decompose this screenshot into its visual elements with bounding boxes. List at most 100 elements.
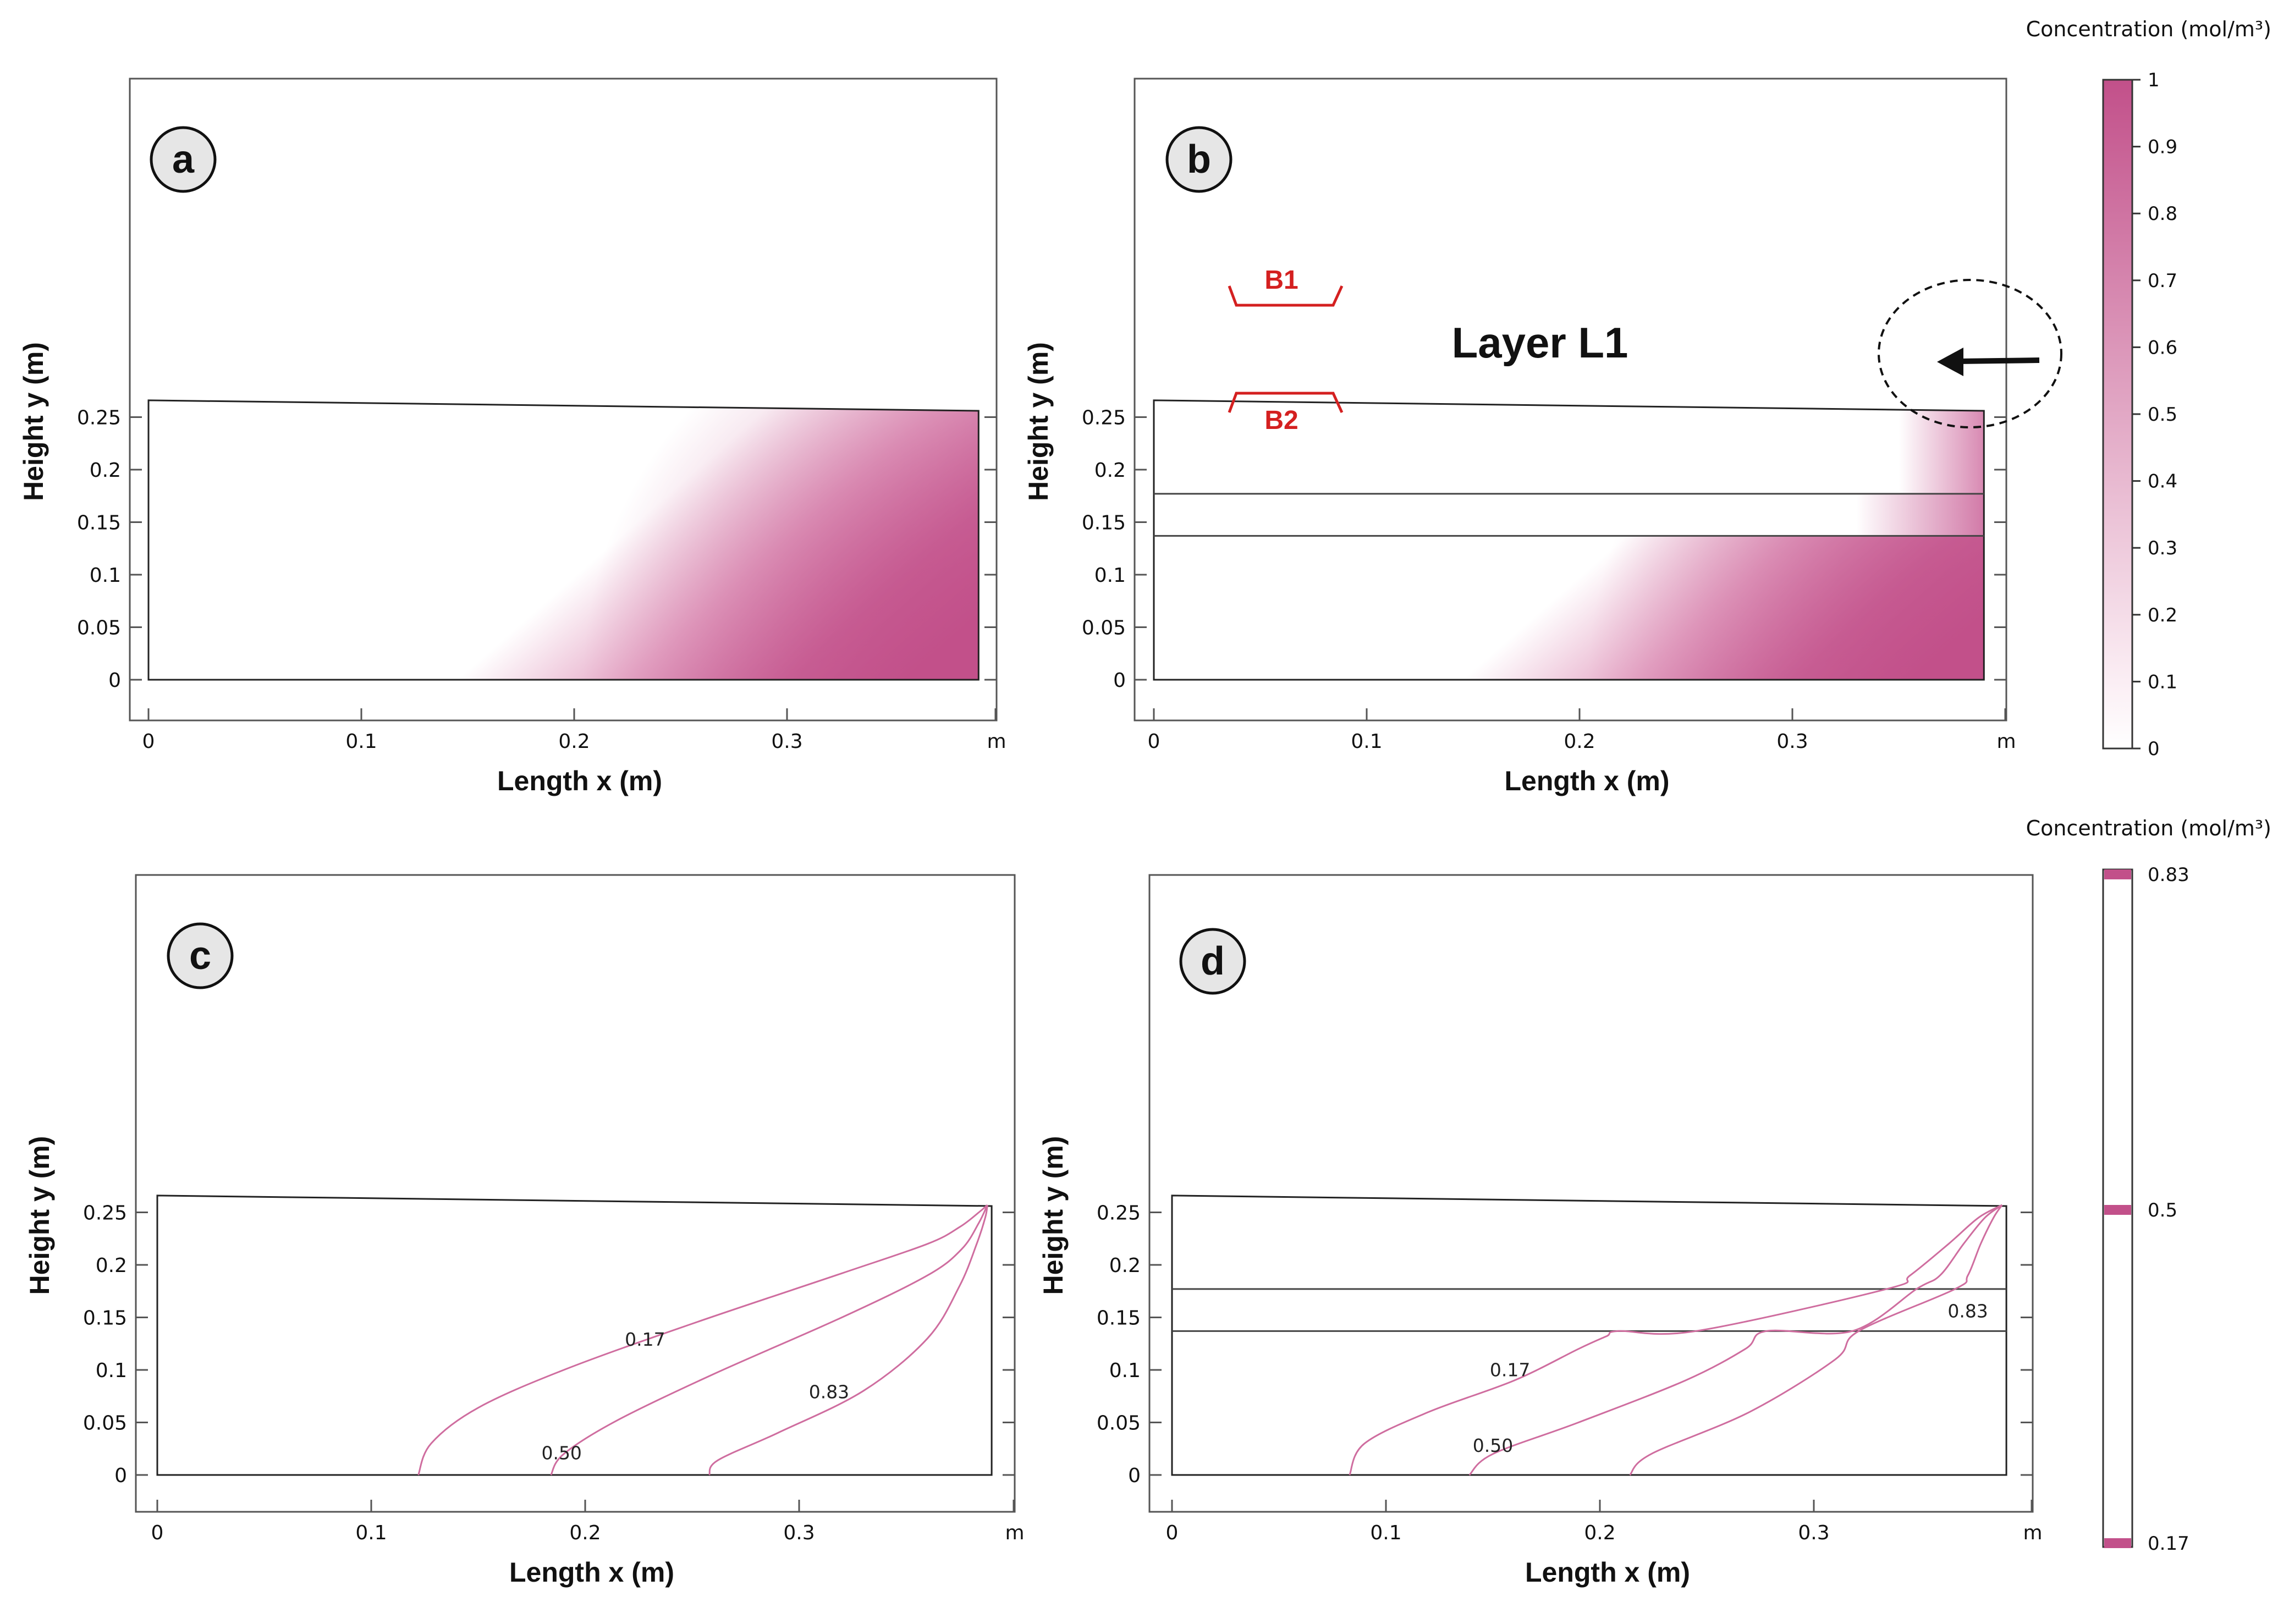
contour-label-0.17: 0.17 <box>625 1329 665 1350</box>
colorbar-level-0.83 <box>2104 869 2131 879</box>
panel-badge <box>1179 928 1246 995</box>
y-tick-label: 0.2 <box>96 1254 127 1277</box>
x-tick-label: 0 <box>151 1522 164 1544</box>
plot-frame <box>1148 874 2034 1513</box>
colorbar-top-label: Concentration (mol/m³) <box>2026 17 2271 41</box>
b2-bracket <box>1228 392 1344 414</box>
colorbar-tick-label: 0.5 <box>2148 1199 2177 1221</box>
arrow-head <box>1937 348 1963 376</box>
colorbar-tick-label: 0.7 <box>2148 270 2177 292</box>
colorbar-top-bar <box>2102 79 2133 750</box>
y-tick-label: 0.05 <box>1082 617 1126 640</box>
y-tick-label: 0.15 <box>77 512 121 535</box>
b1-bracket <box>1228 285 1344 307</box>
layer-name-label: Layer L1 <box>1452 318 1628 367</box>
colorbar-level-0.5 <box>2104 1205 2131 1215</box>
colorbar-tick-label: 0.3 <box>2148 537 2177 559</box>
colorbar-tick-label: 0.2 <box>2148 604 2177 626</box>
arrow-shaft <box>1957 357 2040 364</box>
colorbar-tick-label: 0.4 <box>2148 471 2177 493</box>
concentration-field <box>148 400 979 680</box>
panel-badge <box>1165 126 1232 193</box>
domain-boundary <box>1171 1194 2007 1476</box>
y-tick-label: 0.2 <box>1109 1254 1141 1277</box>
panel-badge <box>167 922 234 989</box>
colorbar-tick-label: 0.6 <box>2148 337 2177 359</box>
y-tick-label: 0 <box>114 1465 127 1487</box>
colorbar-tick-label: 0.8 <box>2148 203 2177 225</box>
panel-b: 0 0.1 0.2 0.3 m 0 0.05 0.1 0.15 0.2 0.25 Length x (… <box>1023 78 2062 796</box>
x-tick-label: 0.1 <box>345 730 377 753</box>
colorbar-tick-label: 0.5 <box>2148 404 2177 426</box>
x-tick-label: 0.3 <box>1776 730 1808 753</box>
contour-label-0.17: 0.17 <box>1490 1359 1530 1380</box>
domain-boundary <box>147 399 980 681</box>
plot-frame <box>1134 78 2007 722</box>
highlight-ellipse <box>1878 279 2062 428</box>
x-tick-label: 0 <box>1166 1522 1179 1544</box>
x-tick-label: 0 <box>142 730 155 753</box>
panel-c: 0.17 0.50 0.83 0 0.1 0.2 0.3 m 0 0.05 0.1 0.15 0.2 0.… <box>24 874 1025 1588</box>
y-tick-label: 0.15 <box>83 1307 127 1330</box>
contour-label-0.50: 0.50 <box>1473 1435 1513 1456</box>
y-axis-label: Height y (m) <box>24 1136 55 1295</box>
layer-field <box>1154 493 1984 536</box>
colorbar-tick-label: 0 <box>2148 738 2160 760</box>
y-tick-label: 0.1 <box>1094 564 1126 587</box>
x-tick-label: 0.1 <box>1370 1522 1401 1544</box>
plot-frame <box>129 78 998 722</box>
x-tick-label: 0.2 <box>1564 730 1595 753</box>
y-tick-label: 0.2 <box>90 459 121 482</box>
layer-annotations: B1 B2 Layer L1 <box>1228 266 2062 435</box>
x-axis-label: Length x (m) <box>497 766 662 796</box>
y-tick-label: 0 <box>1113 669 1126 692</box>
y-tick-label: 0.05 <box>83 1412 127 1435</box>
contour-line-0.17 <box>417 1204 988 1476</box>
colorbar-tick-label: 0.9 <box>2148 136 2177 158</box>
x-tick-label: m <box>2023 1522 2042 1544</box>
panel-letter: b <box>1187 137 1211 181</box>
contour-line-0.83 <box>1629 1204 2003 1476</box>
colorbar-tick-label: 1 <box>2148 69 2160 91</box>
x-tick-label: 0.1 <box>1351 730 1382 753</box>
y-tick-label: 0 <box>1128 1465 1141 1487</box>
plot-frame <box>135 874 1016 1513</box>
y-tick-label: 0.1 <box>96 1359 127 1382</box>
colorbar-tick-label: 0.1 <box>2148 671 2177 693</box>
contour-line-0.17 <box>1349 1204 2003 1476</box>
contour-label-0.50: 0.50 <box>541 1442 581 1463</box>
panel-letter: d <box>1201 939 1225 983</box>
x-tick-label: 0.2 <box>558 730 590 753</box>
b1-label: B1 <box>1264 266 1298 295</box>
y-axis-label: Height y (m) <box>1038 1136 1069 1295</box>
colorbar-level-0.17 <box>2104 1538 2131 1548</box>
panel-letter: a <box>172 137 195 181</box>
x-tick-label: 0.3 <box>1798 1522 1829 1544</box>
colorbar-tick-label: 0.17 <box>2148 1533 2189 1555</box>
x-axis-label: Length x (m) <box>1505 766 1670 796</box>
y-tick-label: 0.25 <box>1082 407 1126 430</box>
x-tick-label: 0.1 <box>355 1522 387 1544</box>
x-tick-label: m <box>1996 730 2016 753</box>
y-tick-label: 0.05 <box>77 617 121 640</box>
panel-a: 0 0.1 0.2 0.3 m 0 0.05 0.1 0.15 0.2 0.25 Length x (… <box>18 78 1006 796</box>
panel-d: 0.17 0.50 0.83 0 0.1 0.2 0.3 m 0 0.05 0.1 0.15 0.2 0.… <box>1038 874 2043 1588</box>
y-tick-label: 0.25 <box>83 1202 127 1225</box>
contour-label-0.83: 0.83 <box>809 1381 849 1403</box>
x-axis-label: Length x (m) <box>1525 1557 1690 1588</box>
x-tick-label: m <box>1005 1522 1024 1544</box>
upper-field <box>1154 400 1984 494</box>
colorbar-tick-label: 0.83 <box>2148 864 2189 886</box>
colorbar-bottom-label: Concentration (mol/m³) <box>2026 816 2271 840</box>
x-tick-label: m <box>987 730 1006 753</box>
y-tick-label: 0.25 <box>77 407 121 430</box>
y-tick-label: 0.25 <box>1097 1202 1141 1225</box>
x-tick-label: 0.3 <box>771 730 802 753</box>
b2-label: B2 <box>1264 406 1298 435</box>
contour-line-0.50 <box>1468 1204 2003 1476</box>
y-tick-label: 0.1 <box>90 564 121 587</box>
y-tick-label: 0.1 <box>1109 1359 1141 1382</box>
y-tick-label: 0.05 <box>1097 1412 1141 1435</box>
concentration-field <box>1154 400 1984 680</box>
